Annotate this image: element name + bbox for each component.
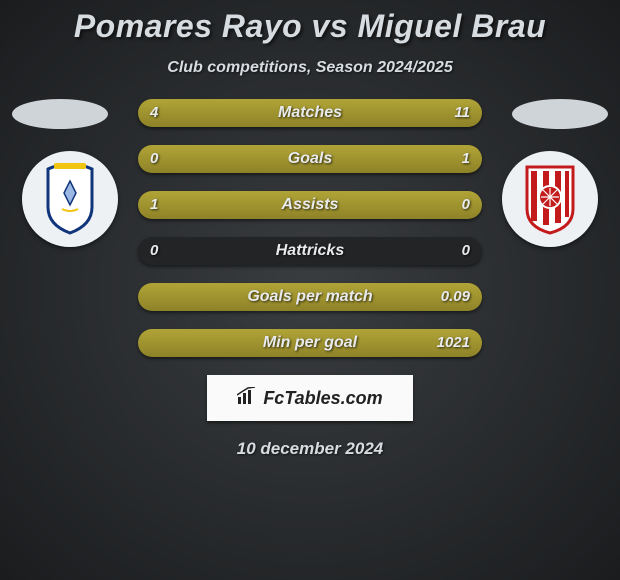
stat-label: Goals per match [138, 283, 482, 311]
page-title: Pomares Rayo vs Miguel Brau [0, 0, 620, 45]
stat-value-right: 0 [462, 191, 470, 219]
stat-bars: Matches411Goals01Assists10Hattricks00Goa… [138, 99, 482, 357]
stat-value-left: 1 [150, 191, 158, 219]
stat-label: Hattricks [138, 237, 482, 265]
oviedo-crest-icon [40, 163, 100, 235]
stat-label: Goals [138, 145, 482, 173]
stat-value-right: 1021 [437, 329, 470, 357]
subtitle: Club competitions, Season 2024/2025 [0, 59, 620, 77]
stat-row: Min per goal1021 [138, 329, 482, 357]
stat-value-right: 0.09 [441, 283, 470, 311]
stat-value-right: 0 [462, 237, 470, 265]
stat-value-right: 1 [462, 145, 470, 173]
chart-icon [237, 387, 259, 410]
stat-label: Assists [138, 191, 482, 219]
logo-text: FcTables.com [263, 388, 382, 409]
stat-value-left: 4 [150, 99, 158, 127]
stat-value-left: 0 [150, 145, 158, 173]
left-ellipse [12, 99, 108, 129]
stat-value-left: 0 [150, 237, 158, 265]
stat-row: Matches4 11 [138, 99, 482, 127]
date-label: 10 december 2024 [0, 439, 620, 459]
left-club-crest [22, 151, 118, 247]
stat-label: Min per goal [138, 329, 482, 357]
fctables-logo: FcTables.com [207, 375, 413, 421]
stat-value-right: 11 [454, 99, 470, 127]
right-club-crest [502, 151, 598, 247]
comparison-content: Matches411Goals01Assists10Hattricks00Goa… [0, 99, 620, 357]
stat-row: Goals per match0.09 [138, 283, 482, 311]
stat-label: Matches [138, 99, 482, 127]
stat-row: Hattricks0 0 [138, 237, 482, 265]
granada-crest-icon [523, 163, 577, 235]
right-ellipse [512, 99, 608, 129]
stat-row: Goals0 1 [138, 145, 482, 173]
stat-row: Assists1 0 [138, 191, 482, 219]
